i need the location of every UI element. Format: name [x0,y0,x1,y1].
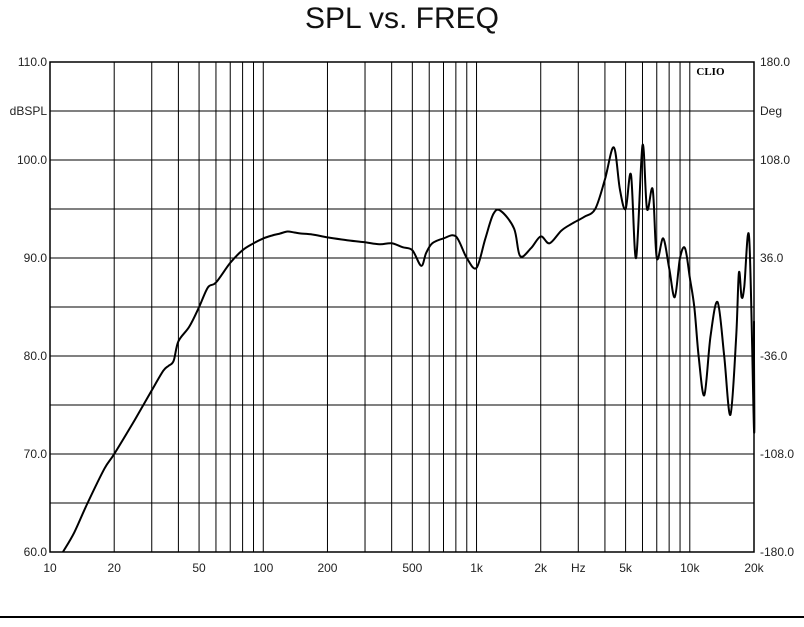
y-tick-label: 60.0 [24,545,48,559]
axis-labels: 10 20 50 100 200 500 1k 2k 5k 10k 20k 110.0 100.0 90.… [17,55,794,575]
x-tick-label: 10k [680,561,700,575]
spl-curve-line [62,144,756,553]
grid [49,61,755,553]
y-axis-label: dBSPL [10,104,48,118]
y2-tick-label: -36.0 [760,349,788,363]
x-tick-label: 2k [534,561,548,575]
y2-tick-label: 180.0 [760,55,790,69]
x-tick-label: 20k [744,561,764,575]
y2-axis-label: Deg [760,104,782,118]
plot-frame [49,61,755,553]
y-tick-label: 70.0 [24,447,48,461]
plot-area [62,144,756,553]
x-tick-label: 200 [317,561,337,575]
x-tick-label: 100 [253,561,273,575]
y-tick-label: 100.0 [17,153,47,167]
x-tick-label: 1k [470,561,484,575]
clio-brand-label: CLIO [696,66,725,78]
x-unit-label: Hz [571,561,586,575]
x-tick-label: 500 [402,561,422,575]
y2-tick-label: 108.0 [760,153,790,167]
x-tick-label: 20 [108,561,122,575]
y-tick-label: 110.0 [18,55,47,69]
bottom-divider [0,616,804,618]
chart-title: SPL vs. FREQ [305,2,499,35]
x-tick-label: 10 [43,561,57,575]
y-tick-label: 80.0 [24,349,48,363]
y2-tick-label: -180.0 [760,545,794,559]
y-tick-label: 90.0 [24,251,48,265]
x-tick-label: 50 [192,561,206,575]
y2-tick-label: 36.0 [760,251,784,265]
x-tick-label: 5k [619,561,633,575]
y2-tick-label: -108.0 [760,447,794,461]
